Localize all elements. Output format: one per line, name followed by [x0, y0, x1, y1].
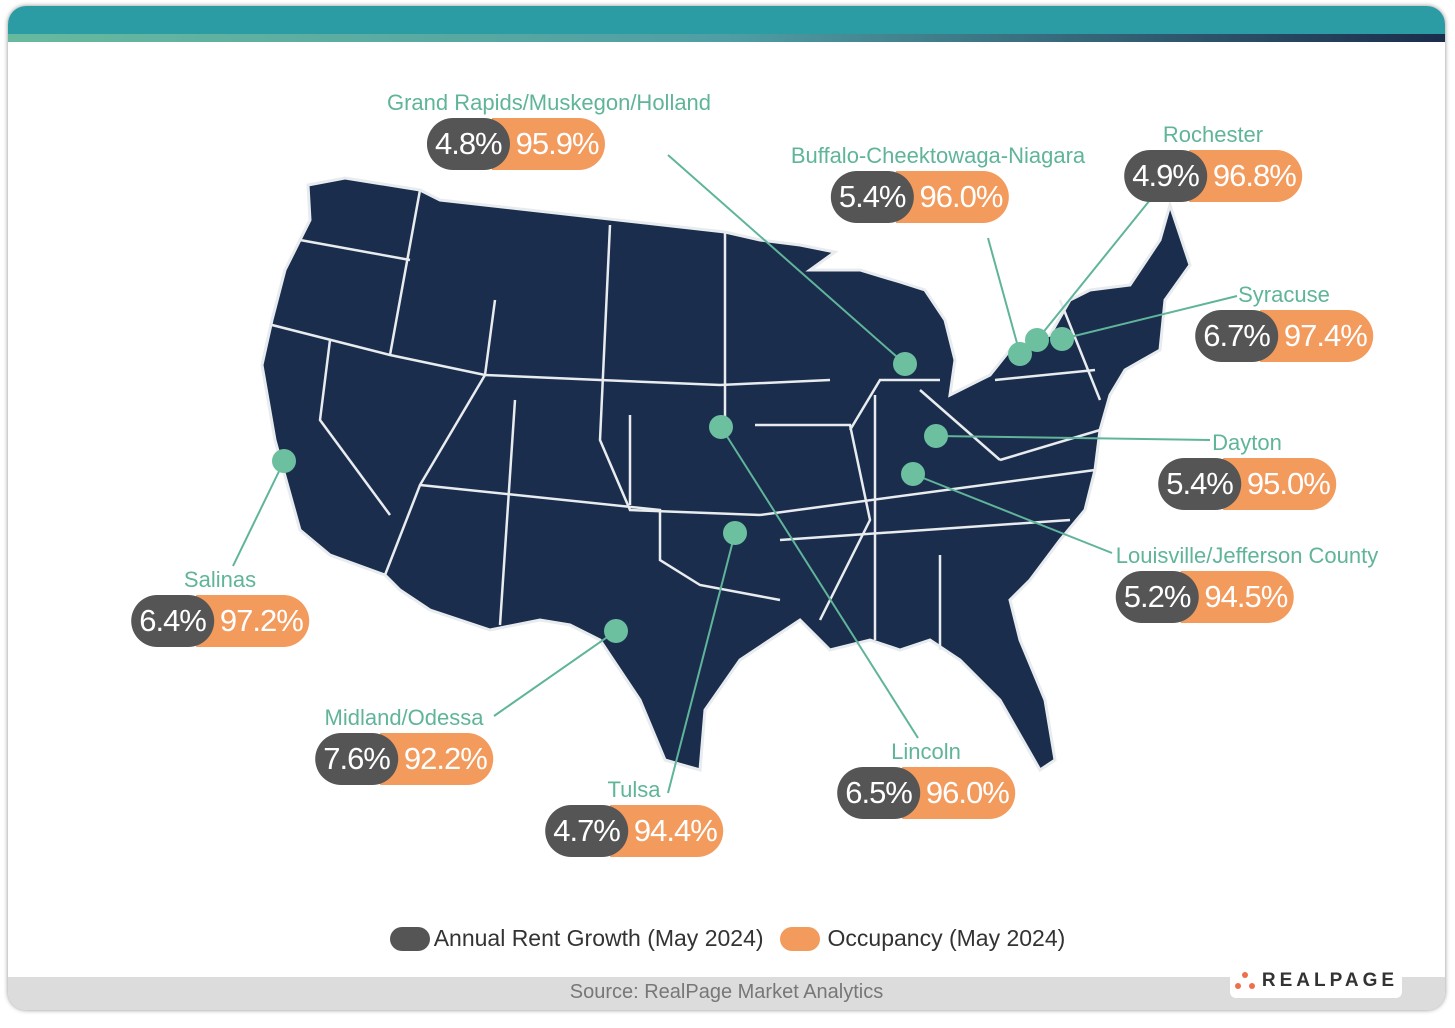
- dot-lincoln[interactable]: [709, 415, 733, 439]
- dot-syracuse[interactable]: [1050, 327, 1074, 351]
- dot-tulsa[interactable]: [723, 521, 747, 545]
- market-label: Buffalo-Cheektowaga-Niagara 5.4% 96.0%: [791, 143, 1085, 223]
- occupancy-value: 96.0%: [895, 171, 1009, 223]
- rent-growth-value: 6.4%: [131, 595, 214, 647]
- rent-growth-value: 4.7%: [545, 805, 628, 857]
- rent-growth-value: 5.2%: [1115, 571, 1199, 623]
- logo-text: REALPAGE: [1261, 970, 1399, 991]
- market-name: Buffalo-Cheektowaga-Niagara: [790, 143, 1086, 168]
- market-pill: 4.7% 94.4%: [545, 805, 723, 857]
- dot-rochester[interactable]: [1025, 328, 1049, 352]
- market-dots: [272, 327, 1074, 643]
- legend-occupancy: Occupancy (May 2024): [827, 925, 1066, 951]
- rent-growth-value: 6.7%: [1195, 310, 1278, 362]
- market-name: Grand Rapids/Muskegon/Holland: [386, 90, 712, 115]
- dot-grand-rapids[interactable]: [893, 352, 917, 376]
- market-name: Midland/Odessa: [324, 705, 484, 730]
- legend: Annual Rent Growth (May 2024) Occupancy …: [0, 925, 1455, 952]
- market-pill: 5.4% 96.0%: [830, 171, 1085, 223]
- market-label: Midland/Odessa 7.6% 92.2%: [315, 705, 493, 785]
- occupancy-value: 94.5%: [1180, 571, 1294, 623]
- rent-growth-value: 4.8%: [426, 118, 510, 170]
- occupancy-swatch: [779, 926, 820, 951]
- market-label: Rochester 4.9% 96.8%: [1124, 122, 1302, 202]
- dot-louisville[interactable]: [901, 462, 925, 486]
- occupancy-value: 92.2%: [379, 733, 493, 785]
- leader-lines: [232, 154, 1238, 794]
- market-label: Syracuse 6.7% 97.4%: [1195, 282, 1373, 362]
- market-name: Tulsa: [607, 777, 661, 802]
- market-label: Dayton 5.4% 95.0%: [1158, 430, 1336, 510]
- occupancy-value: 97.2%: [195, 595, 309, 647]
- rent-growth-value: 5.4%: [1158, 458, 1241, 510]
- legend-growth: Annual Rent Growth (May 2024): [433, 925, 764, 951]
- header-bar: [8, 6, 1445, 34]
- market-pill: 7.6% 92.2%: [315, 733, 493, 785]
- market-pill: 5.4% 95.0%: [1158, 458, 1336, 510]
- market-pill: 6.4% 97.2%: [131, 595, 309, 647]
- footer-bar: Source: RealPage Market Analytics: [8, 977, 1445, 1010]
- market-label: Salinas 6.4% 97.2%: [131, 567, 309, 647]
- rent-growth-value: 4.9%: [1124, 150, 1207, 202]
- market-pill: 5.2% 94.5%: [1115, 571, 1379, 623]
- market-label: Grand Rapids/Muskegon/Holland 4.8% 95.9%: [387, 90, 711, 170]
- realpage-logo: REALPAGE: [1230, 964, 1402, 998]
- market-label: Lincoln 6.5% 96.0%: [837, 739, 1015, 819]
- dot-buffalo[interactable]: [1008, 342, 1032, 366]
- occupancy-value: 95.0%: [1222, 458, 1336, 510]
- market-label: Tulsa 4.7% 94.4%: [545, 777, 723, 857]
- dot-salinas[interactable]: [272, 449, 296, 473]
- source-text: Source: RealPage Market Analytics: [569, 981, 884, 1003]
- market-name: Dayton: [1212, 430, 1282, 455]
- dot-midland[interactable]: [604, 619, 628, 643]
- contiguous-us-shape: [260, 176, 1192, 773]
- market-name: Lincoln: [891, 739, 961, 764]
- dot-dayton[interactable]: [924, 424, 948, 448]
- occupancy-value: 96.0%: [901, 767, 1015, 819]
- market-name: Rochester: [1162, 122, 1264, 147]
- header-gradient: [8, 34, 1445, 42]
- market-pill: 4.9% 96.8%: [1124, 150, 1302, 202]
- rent-growth-value: 6.5%: [837, 767, 920, 819]
- market-name: Syracuse: [1238, 282, 1330, 307]
- market-name: Louisville/Jefferson County: [1115, 543, 1379, 568]
- market-pill: 6.7% 97.4%: [1195, 310, 1373, 362]
- occupancy-value: 95.9%: [491, 118, 605, 170]
- market-label: Louisville/Jefferson County 5.2% 94.5%: [1115, 543, 1379, 623]
- occupancy-value: 96.8%: [1188, 150, 1302, 202]
- market-name: Salinas: [183, 567, 257, 592]
- market-pill: 6.5% 96.0%: [837, 767, 1015, 819]
- state-borders: [271, 189, 1102, 650]
- occupancy-value: 97.4%: [1259, 310, 1373, 362]
- market-pill: 4.8% 95.9%: [426, 118, 711, 170]
- growth-swatch: [389, 926, 430, 951]
- rent-growth-value: 7.6%: [315, 733, 398, 785]
- occupancy-value: 94.4%: [609, 805, 723, 857]
- rent-growth-value: 5.4%: [830, 171, 914, 223]
